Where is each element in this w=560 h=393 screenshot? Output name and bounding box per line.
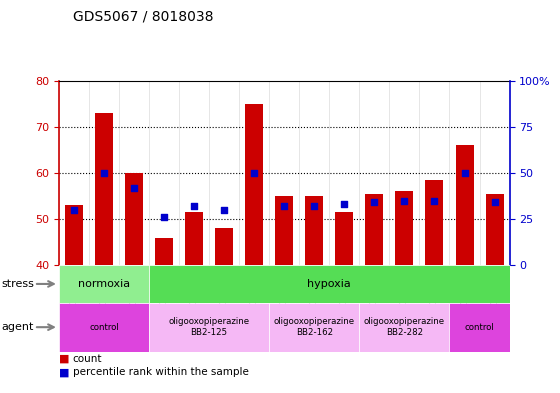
- Point: [310, 203, 319, 209]
- Bar: [395, 191, 413, 265]
- Bar: [486, 194, 503, 265]
- Text: stress: stress: [1, 279, 34, 289]
- Bar: [95, 113, 113, 265]
- Text: normoxia: normoxia: [78, 279, 130, 289]
- Bar: [335, 212, 353, 265]
- Point: [100, 170, 109, 176]
- Bar: [149, 265, 510, 303]
- Bar: [59, 265, 149, 303]
- Bar: [360, 303, 450, 352]
- Bar: [426, 180, 444, 265]
- Bar: [65, 205, 83, 265]
- Bar: [305, 196, 323, 265]
- Text: oligooxopiperazine
BB2-282: oligooxopiperazine BB2-282: [364, 318, 445, 337]
- Text: control: control: [465, 323, 494, 332]
- Bar: [450, 303, 510, 352]
- Bar: [155, 237, 173, 265]
- Bar: [275, 196, 293, 265]
- Text: ■: ■: [59, 367, 69, 377]
- Point: [370, 199, 379, 206]
- Bar: [149, 303, 269, 352]
- Text: percentile rank within the sample: percentile rank within the sample: [73, 367, 249, 377]
- Point: [189, 203, 199, 209]
- Point: [400, 197, 409, 204]
- Text: agent: agent: [1, 322, 34, 332]
- Point: [69, 207, 78, 213]
- Bar: [245, 104, 263, 265]
- Point: [279, 203, 289, 209]
- Bar: [365, 194, 384, 265]
- Bar: [185, 212, 203, 265]
- Point: [460, 170, 469, 176]
- Text: oligooxopiperazine
BB2-125: oligooxopiperazine BB2-125: [169, 318, 250, 337]
- Text: oligooxopiperazine
BB2-162: oligooxopiperazine BB2-162: [274, 318, 355, 337]
- Point: [490, 199, 499, 206]
- Text: count: count: [73, 354, 102, 364]
- Point: [129, 185, 138, 191]
- Point: [250, 170, 259, 176]
- Bar: [215, 228, 233, 265]
- Point: [160, 214, 169, 220]
- Bar: [125, 173, 143, 265]
- Point: [340, 201, 349, 208]
- Text: control: control: [89, 323, 119, 332]
- Point: [430, 197, 439, 204]
- Text: hypoxia: hypoxia: [307, 279, 351, 289]
- Bar: [59, 303, 149, 352]
- Point: [220, 207, 228, 213]
- Bar: [269, 303, 360, 352]
- Bar: [455, 145, 474, 265]
- Text: GDS5067 / 8018038: GDS5067 / 8018038: [73, 9, 213, 23]
- Text: ■: ■: [59, 354, 69, 364]
